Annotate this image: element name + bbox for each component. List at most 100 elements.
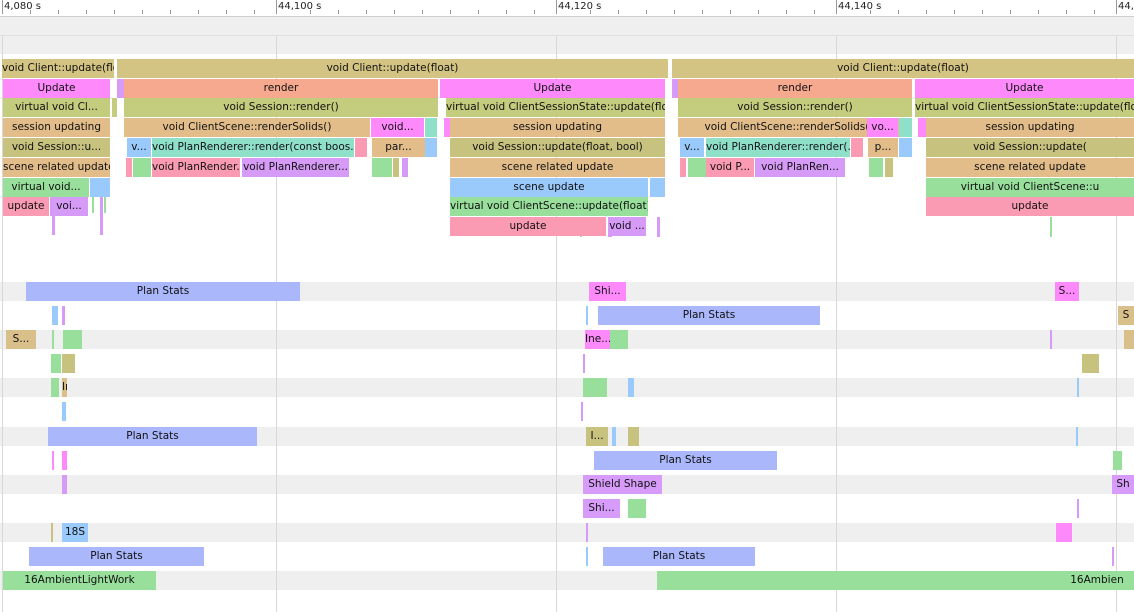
flame-bar[interactable]: [1124, 330, 1134, 349]
flame-bar[interactable]: [657, 571, 1117, 590]
flame-sliver[interactable]: [1112, 547, 1114, 566]
flame-bar[interactable]: [610, 330, 628, 349]
flame-bar[interactable]: void ...: [608, 217, 646, 236]
flame-bar[interactable]: void Session::render(): [124, 98, 438, 117]
flame-sliver[interactable]: [52, 451, 54, 470]
flame-bar[interactable]: [899, 138, 912, 157]
flame-bar[interactable]: void PlanRenderer::render(...: [706, 138, 850, 157]
flame-sliver[interactable]: [92, 197, 94, 213]
flame-bar[interactable]: [885, 158, 893, 177]
flame-bar[interactable]: [1056, 523, 1072, 542]
flame-bar[interactable]: [425, 138, 437, 157]
flame-bar[interactable]: [650, 178, 665, 197]
flame-sliver[interactable]: [104, 197, 106, 213]
flame-bar[interactable]: [133, 158, 151, 177]
flame-bar[interactable]: 16AmbientLightWork: [3, 571, 156, 590]
flame-sliver[interactable]: [657, 217, 660, 237]
flame-sliver[interactable]: [612, 427, 616, 446]
flame-bar[interactable]: scene related update: [450, 158, 665, 177]
flame-bar[interactable]: Sh: [1112, 475, 1134, 494]
flame-bar[interactable]: 16Ambien: [1060, 571, 1134, 590]
flame-bar[interactable]: void Client::update(float): [117, 59, 668, 78]
flame-bar[interactable]: void Session::update(: [926, 138, 1134, 157]
flame-bar[interactable]: Plan Stats: [598, 306, 820, 325]
flame-sliver[interactable]: [52, 197, 55, 235]
flame-bar[interactable]: [126, 158, 132, 177]
flame-bar[interactable]: session updating: [926, 118, 1134, 137]
flame-bar[interactable]: [117, 79, 124, 98]
flame-bar[interactable]: update: [3, 197, 49, 216]
flame-bar[interactable]: [393, 158, 399, 177]
flame-bar[interactable]: [628, 499, 646, 518]
flame-bar[interactable]: render: [124, 79, 438, 98]
flame-bar[interactable]: [688, 158, 706, 177]
flame-bar[interactable]: [425, 118, 437, 137]
flame-bar[interactable]: void Session::update(float, bool): [450, 138, 665, 157]
flame-bar[interactable]: virtual void ClientScene::update(float): [450, 197, 648, 216]
flame-bar[interactable]: [672, 79, 679, 98]
flame-bar[interactable]: void PlanRenderer...: [242, 158, 349, 177]
flame-bar[interactable]: [402, 158, 408, 177]
flame-bar[interactable]: session updating: [450, 118, 665, 137]
flame-bar[interactable]: S: [1118, 306, 1134, 325]
flame-bar[interactable]: Plan Stats: [48, 427, 257, 446]
flame-bar[interactable]: Plan Stats: [594, 451, 777, 470]
flame-bar[interactable]: [918, 118, 926, 137]
flame-bar[interactable]: Update: [915, 79, 1134, 98]
flame-bar[interactable]: [1082, 354, 1099, 373]
flame-bar[interactable]: session updating: [3, 118, 110, 137]
flame-sliver[interactable]: [586, 306, 588, 325]
flame-chart[interactable]: void Client::update(float)void Client::u…: [0, 36, 1134, 612]
flame-bar[interactable]: [112, 98, 117, 117]
flame-bar[interactable]: void ClientScene::renderSolids(): [678, 118, 900, 137]
flame-bar[interactable]: [628, 427, 639, 446]
flame-bar[interactable]: Plan Stats: [29, 547, 204, 566]
flame-bar[interactable]: [869, 158, 883, 177]
flame-sliver[interactable]: [1077, 378, 1079, 397]
flame-bar[interactable]: v...: [680, 138, 704, 157]
flame-bar[interactable]: void Session::u...: [3, 138, 110, 157]
flame-bar[interactable]: Ine...: [62, 378, 67, 397]
flame-bar[interactable]: [63, 330, 82, 349]
flame-bar[interactable]: Plan Stats: [603, 547, 755, 566]
flame-bar[interactable]: [680, 158, 686, 177]
flame-bar[interactable]: [62, 402, 66, 421]
flame-bar[interactable]: update: [926, 197, 1134, 216]
flame-bar[interactable]: void Client::update(float): [2, 59, 114, 78]
flame-sliver[interactable]: [51, 523, 53, 542]
flame-bar[interactable]: virtual void ClientSessionState::update(…: [446, 98, 665, 117]
flame-bar[interactable]: Update: [3, 79, 110, 98]
flame-bar[interactable]: S...: [1055, 282, 1079, 301]
flame-bar[interactable]: scene related update: [926, 158, 1134, 177]
flame-sliver[interactable]: [581, 402, 583, 421]
flame-sliver[interactable]: [628, 378, 634, 397]
flame-bar[interactable]: virtual void...: [3, 178, 89, 197]
flame-sliver[interactable]: [583, 354, 585, 373]
flame-bar[interactable]: [444, 118, 450, 137]
flame-bar[interactable]: void PlanRenderer::render(const boos...: [152, 138, 354, 157]
flame-sliver[interactable]: [1076, 427, 1078, 446]
flame-bar[interactable]: [851, 138, 863, 157]
flame-bar[interactable]: [90, 178, 110, 197]
flame-bar[interactable]: virtual void ClientSessionState::update(…: [915, 98, 1134, 117]
flame-bar[interactable]: update: [450, 217, 606, 236]
flame-bar[interactable]: Shi...: [589, 282, 626, 301]
flame-sliver[interactable]: [62, 306, 65, 325]
flame-bar[interactable]: void Session::render(): [678, 98, 912, 117]
flame-sliver[interactable]: [1050, 217, 1052, 237]
flame-bar[interactable]: render: [678, 79, 912, 98]
flame-sliver[interactable]: [52, 306, 58, 325]
flame-bar[interactable]: S...: [6, 330, 36, 349]
flame-sliver[interactable]: [586, 523, 588, 542]
flame-bar[interactable]: Shield Shape: [583, 475, 662, 494]
flame-bar[interactable]: 18S: [62, 523, 88, 542]
flame-bar[interactable]: Update: [440, 79, 665, 98]
flame-bar[interactable]: voi...: [50, 197, 88, 216]
flame-bar[interactable]: void PlanRender...: [152, 158, 240, 177]
flame-bar[interactable]: void...: [371, 118, 424, 137]
flame-bar[interactable]: void ClientScene::renderSolids(): [124, 118, 370, 137]
flame-bar[interactable]: Ine...: [585, 330, 610, 349]
flame-bar[interactable]: I...: [586, 427, 608, 446]
flame-bar[interactable]: Plan Stats: [26, 282, 300, 301]
flame-bar[interactable]: [62, 354, 75, 373]
